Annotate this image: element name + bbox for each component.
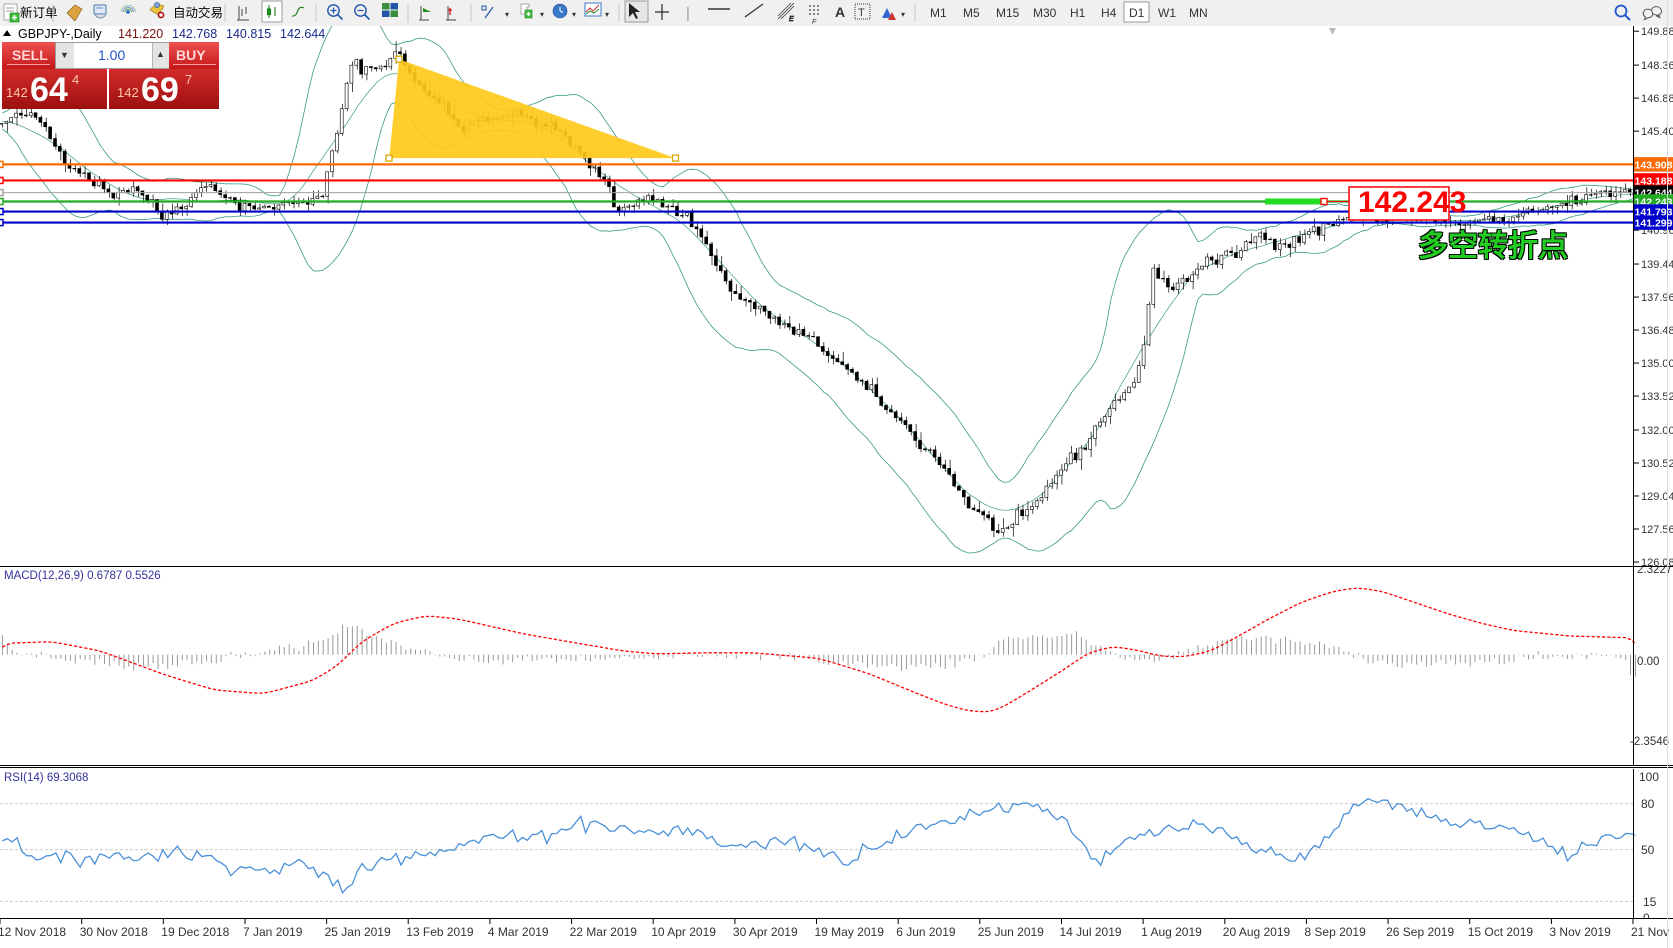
svg-text:132.000: 132.000 <box>1641 425 1673 437</box>
svg-text:137.960: 137.960 <box>1641 292 1673 304</box>
svg-text:GBPJPY-,Daily: GBPJPY-,Daily <box>18 27 102 41</box>
svg-text:142.644: 142.644 <box>280 27 325 41</box>
svg-text:14 Jul 2019: 14 Jul 2019 <box>1060 925 1122 939</box>
svg-text:▾: ▾ <box>605 10 609 19</box>
svg-text:8 Sep 2019: 8 Sep 2019 <box>1304 925 1366 939</box>
svg-text:▾: ▾ <box>901 10 905 19</box>
svg-text:133.520: 133.520 <box>1641 391 1673 403</box>
svg-text:25 Jun 2019: 25 Jun 2019 <box>978 925 1044 939</box>
svg-text:146.880: 146.880 <box>1641 93 1673 105</box>
svg-text:141.220: 141.220 <box>118 27 163 41</box>
svg-text:142.243: 142.243 <box>1358 186 1466 219</box>
svg-text:10 Apr 2019: 10 Apr 2019 <box>651 925 716 939</box>
svg-text:126.080: 126.080 <box>1641 557 1673 566</box>
svg-text:D1: D1 <box>1129 6 1145 20</box>
svg-text:新订单: 新订单 <box>20 5 58 20</box>
svg-text:H1: H1 <box>1070 6 1086 20</box>
svg-text:129.040: 129.040 <box>1641 491 1673 503</box>
svg-text:▾: ▾ <box>540 10 544 19</box>
svg-text:135.000: 135.000 <box>1641 358 1673 370</box>
svg-text:MN: MN <box>1189 6 1208 20</box>
svg-text:M15: M15 <box>996 6 1020 20</box>
svg-text:139.440: 139.440 <box>1641 259 1673 271</box>
svg-text:149.880: 149.880 <box>1641 26 1673 38</box>
svg-text:|: | <box>686 5 690 22</box>
svg-text:140.815: 140.815 <box>226 27 271 41</box>
svg-text:20 Aug 2019: 20 Aug 2019 <box>1223 925 1291 939</box>
svg-text:1 Aug 2019: 1 Aug 2019 <box>1141 925 1202 939</box>
svg-text:142.768: 142.768 <box>172 27 217 41</box>
svg-text:自动交易: 自动交易 <box>173 5 223 20</box>
svg-text:M1: M1 <box>930 6 947 20</box>
svg-text:100: 100 <box>1639 770 1659 784</box>
svg-text:12 Nov 2018: 12 Nov 2018 <box>0 925 66 939</box>
svg-text:19 Dec 2018: 19 Dec 2018 <box>161 925 229 939</box>
svg-text:7 Jan 2019: 7 Jan 2019 <box>243 925 303 939</box>
svg-text:T: T <box>858 7 865 19</box>
svg-text:26 Sep 2019: 26 Sep 2019 <box>1386 925 1454 939</box>
svg-text:145.400: 145.400 <box>1641 126 1673 138</box>
svg-text:127.560: 127.560 <box>1641 524 1673 536</box>
svg-text:22 Mar 2019: 22 Mar 2019 <box>570 925 638 939</box>
svg-text:19 May 2019: 19 May 2019 <box>815 925 885 939</box>
svg-text:30 Nov 2018: 30 Nov 2018 <box>80 925 148 939</box>
svg-text:-2.3546: -2.3546 <box>1630 736 1669 748</box>
svg-text:RSI(14) 69.3068: RSI(14) 69.3068 <box>4 772 88 784</box>
svg-text:25 Jan 2019: 25 Jan 2019 <box>325 925 391 939</box>
svg-text:3 Nov 2019: 3 Nov 2019 <box>1549 925 1611 939</box>
svg-text:130.520: 130.520 <box>1641 458 1673 470</box>
svg-text:15: 15 <box>1643 895 1657 909</box>
svg-text:136.480: 136.480 <box>1641 325 1673 337</box>
svg-text:4 Mar 2019: 4 Mar 2019 <box>488 925 549 939</box>
svg-text:H4: H4 <box>1101 6 1117 20</box>
svg-text:▾: ▾ <box>572 10 576 19</box>
svg-text:6 Jun 2019: 6 Jun 2019 <box>896 925 956 939</box>
svg-text:50: 50 <box>1641 843 1655 857</box>
svg-text:多空转折点: 多空转折点 <box>1418 230 1568 263</box>
svg-text:0.00: 0.00 <box>1637 656 1659 668</box>
svg-text:M30: M30 <box>1033 6 1057 20</box>
svg-text:F: F <box>812 19 817 26</box>
svg-text:MACD(12,26,9) 0.6787 0.5526: MACD(12,26,9) 0.6787 0.5526 <box>4 570 161 582</box>
svg-text:80: 80 <box>1641 797 1655 811</box>
svg-text:15 Oct 2019: 15 Oct 2019 <box>1468 925 1534 939</box>
svg-text:A: A <box>835 4 845 20</box>
svg-text:▾: ▾ <box>505 10 509 19</box>
svg-text:30 Apr 2019: 30 Apr 2019 <box>733 925 798 939</box>
svg-text:E: E <box>789 16 794 23</box>
svg-text:W1: W1 <box>1158 6 1176 20</box>
svg-text:M5: M5 <box>963 6 980 20</box>
svg-text:13 Feb 2019: 13 Feb 2019 <box>406 925 474 939</box>
svg-text:148.360: 148.360 <box>1641 60 1673 72</box>
